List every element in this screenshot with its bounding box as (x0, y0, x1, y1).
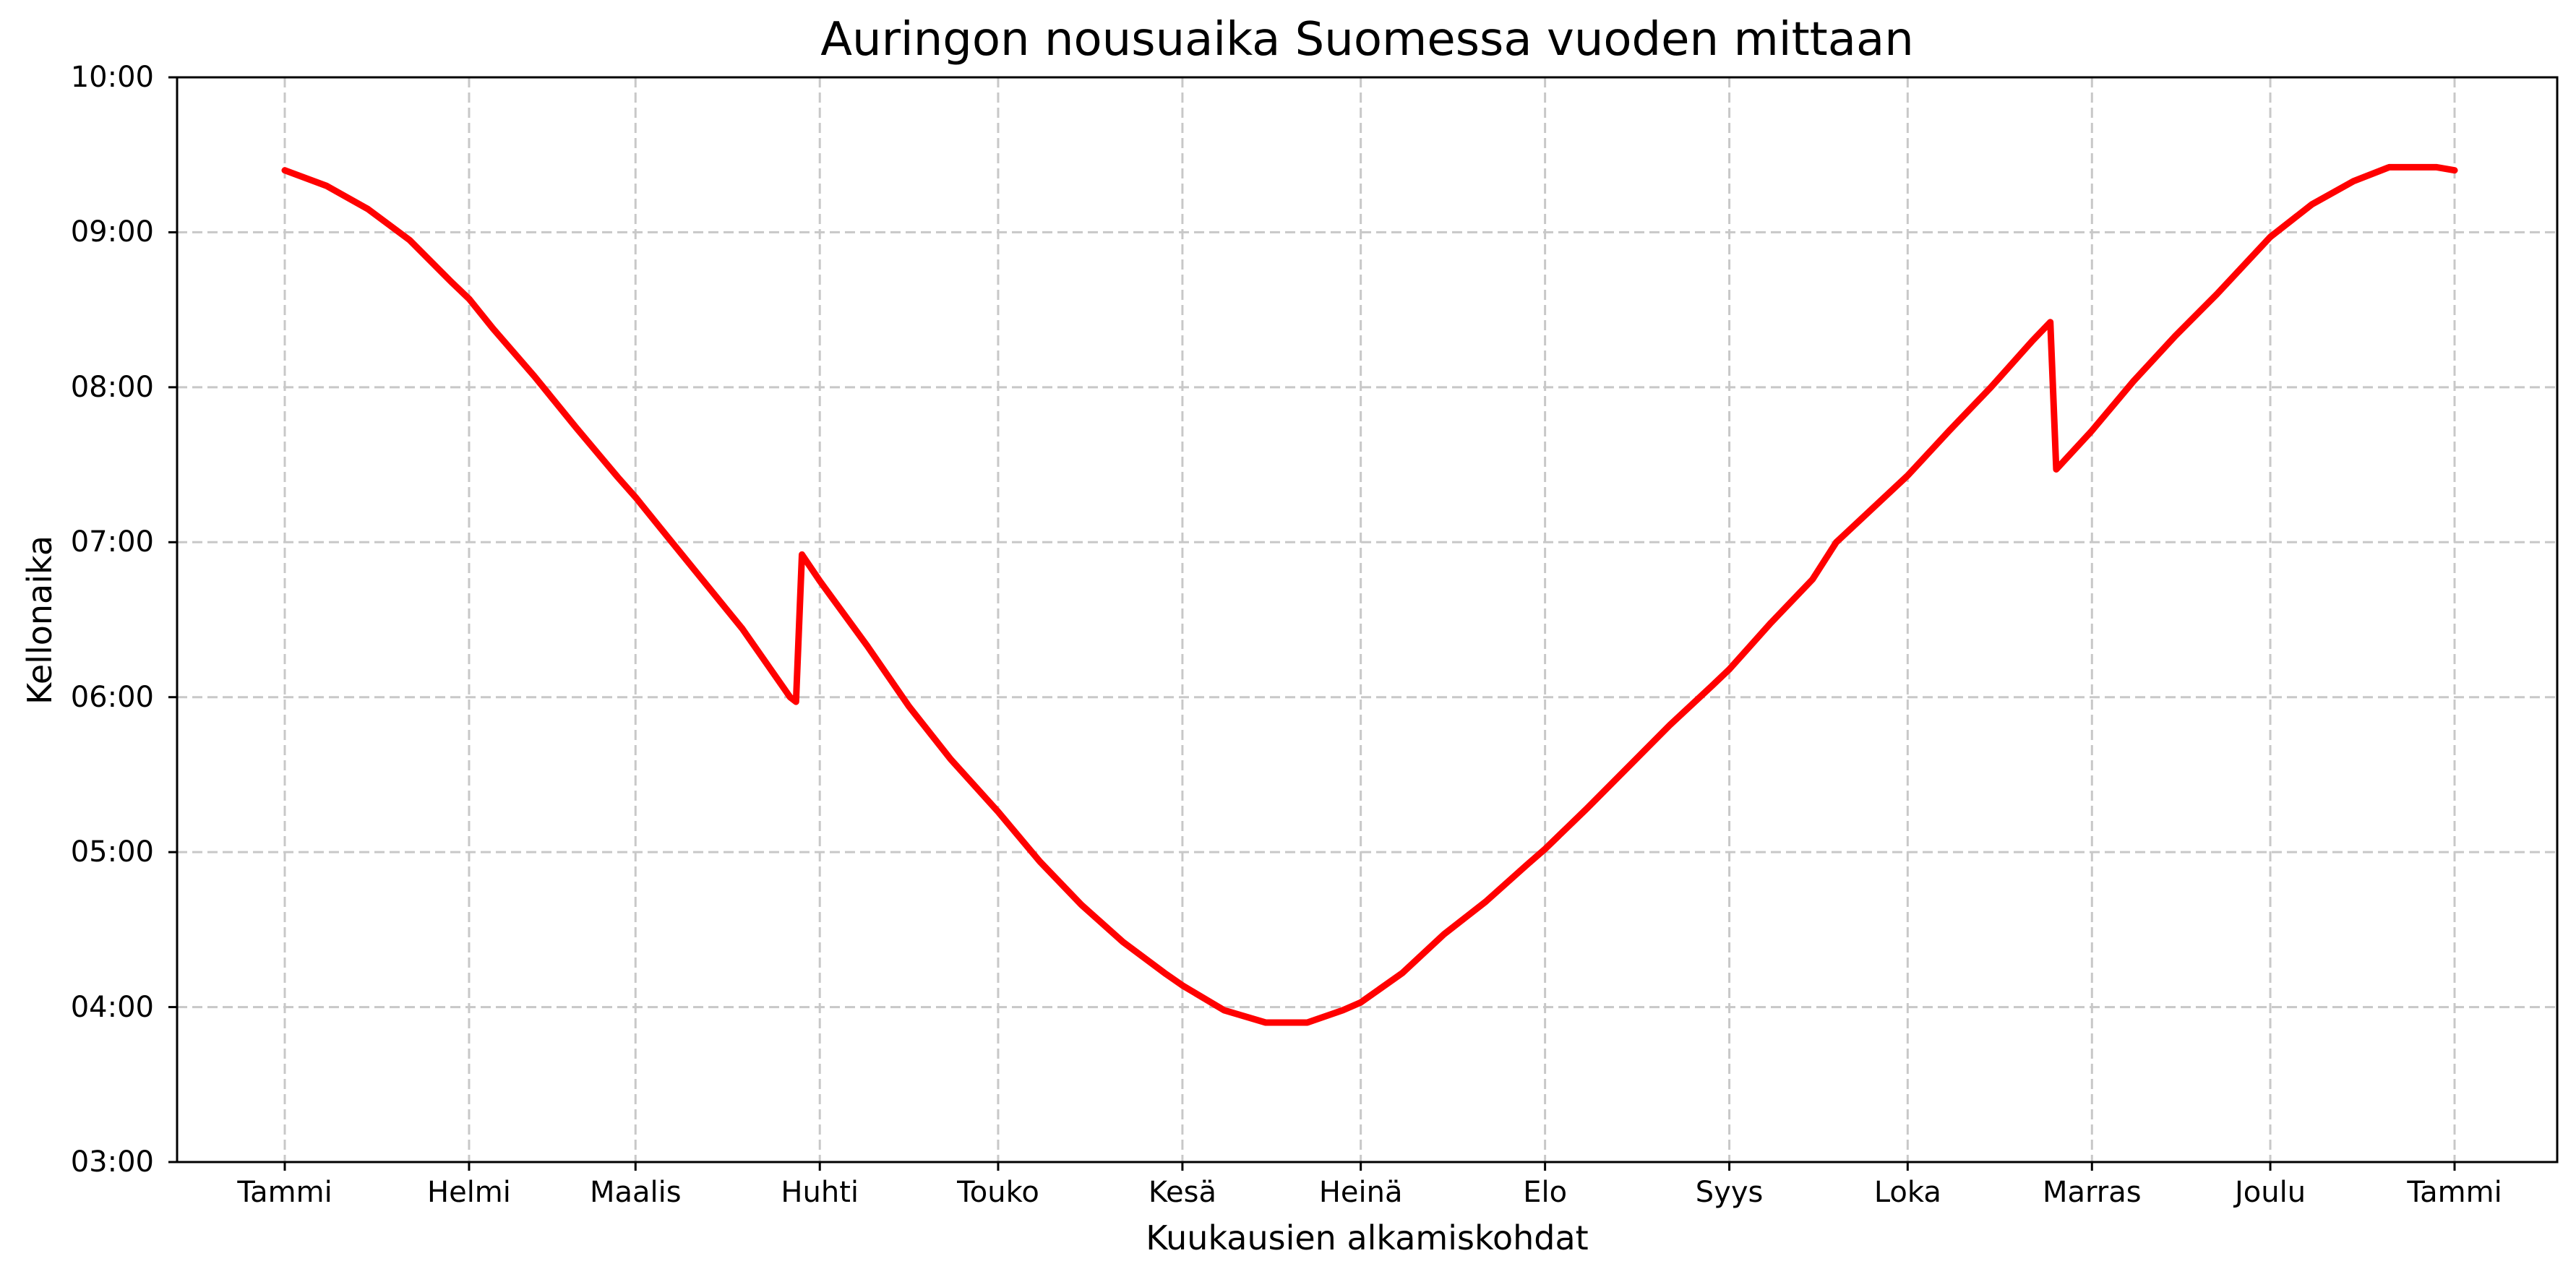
x-tick-label: Joulu (2234, 1176, 2306, 1209)
x-tick-label: Maalis (589, 1176, 682, 1209)
y-tick-label: 07:00 (70, 525, 154, 559)
x-tick-label: Elo (1523, 1176, 1568, 1209)
y-tick-label: 10:00 (70, 61, 154, 94)
y-tick-label: 08:00 (70, 370, 154, 404)
x-tick-label: Huhti (781, 1176, 859, 1209)
y-tick-label: 09:00 (70, 215, 154, 249)
x-tick-label: Syys (1695, 1176, 1764, 1209)
axes-frame (176, 76, 2559, 1163)
x-tick-label: Heinä (1318, 1176, 1403, 1209)
x-tick-label: Tammi (2407, 1176, 2502, 1209)
y-tick-label: 06:00 (70, 680, 154, 714)
horizontal-gridlines (177, 231, 2557, 1009)
x-tick-label: Touko (957, 1176, 1039, 1209)
vertical-gridlines (283, 77, 2456, 1162)
chart-title: Auringon nousuaika Suomessa vuoden mitta… (820, 13, 1914, 66)
axis-ticks (168, 76, 2456, 1171)
y-tick-label: 05:00 (70, 835, 154, 869)
x-tick-label: Tammi (237, 1176, 332, 1209)
y-tick-label: 04:00 (70, 990, 154, 1024)
x-tick-label: Marras (2043, 1176, 2142, 1209)
x-tick-label: Kesä (1148, 1176, 1217, 1209)
y-axis-label: Kellonaika (20, 535, 59, 705)
x-tick-label: Loka (1873, 1176, 1941, 1209)
y-tick-label: 03:00 (70, 1145, 154, 1179)
x-axis-label: Kuukausien alkamiskohdat (1146, 1218, 1589, 1257)
sunrise-time-line (281, 163, 2458, 1026)
x-tick-label: Helmi (427, 1176, 511, 1209)
